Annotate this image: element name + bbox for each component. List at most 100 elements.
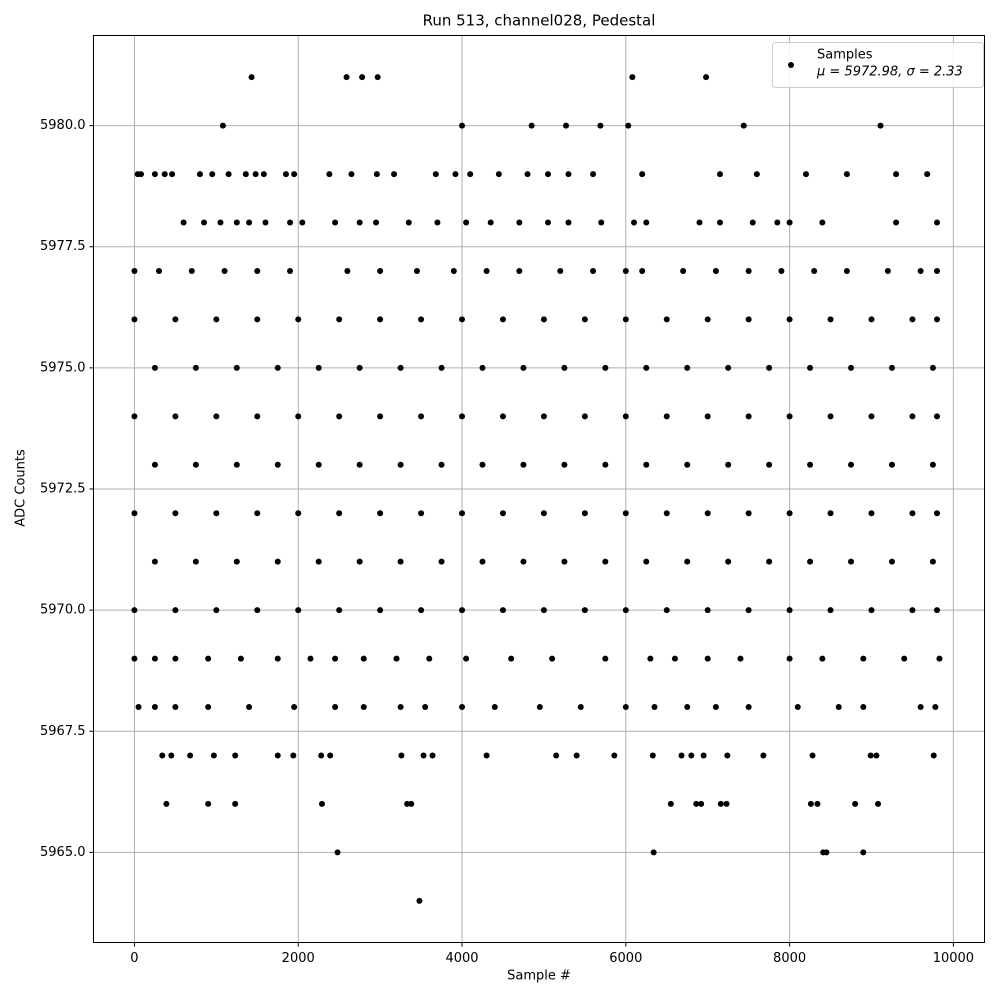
point — [622, 704, 629, 711]
point — [774, 219, 781, 226]
legend-stats: μ = 5972.98, σ = 2.33 — [816, 65, 963, 80]
point — [416, 897, 423, 904]
point — [848, 461, 855, 468]
point — [391, 171, 398, 178]
point — [210, 752, 217, 759]
point — [438, 364, 445, 371]
y-axis-label: ADC Counts — [14, 449, 29, 527]
point — [405, 219, 412, 226]
point — [934, 219, 941, 226]
point — [725, 461, 732, 468]
point — [168, 752, 175, 759]
point — [156, 267, 163, 274]
point — [360, 655, 367, 662]
point — [397, 461, 404, 468]
point — [452, 171, 459, 178]
point — [343, 74, 350, 81]
point — [274, 461, 281, 468]
point — [359, 74, 366, 81]
point — [745, 413, 752, 420]
point — [418, 316, 425, 323]
point — [131, 607, 138, 614]
point — [848, 558, 855, 565]
point — [434, 219, 441, 226]
point — [307, 655, 314, 662]
point — [819, 219, 826, 226]
point — [590, 267, 597, 274]
point — [479, 364, 486, 371]
point — [875, 800, 882, 807]
point — [233, 558, 240, 565]
point — [205, 655, 212, 662]
point — [287, 267, 294, 274]
point — [159, 752, 166, 759]
point — [573, 752, 580, 759]
point — [934, 316, 941, 323]
x-axis-label: Sample # — [507, 969, 571, 984]
point — [377, 316, 384, 323]
point — [717, 800, 724, 807]
point — [459, 316, 466, 323]
point — [491, 704, 498, 711]
point — [700, 752, 707, 759]
point — [835, 704, 842, 711]
point — [225, 171, 232, 178]
point — [336, 316, 343, 323]
point — [602, 655, 609, 662]
point — [745, 607, 752, 614]
point — [688, 752, 695, 759]
point — [868, 413, 875, 420]
point — [483, 752, 490, 759]
point — [520, 364, 527, 371]
point — [749, 219, 756, 226]
point — [873, 752, 880, 759]
point — [295, 316, 302, 323]
point — [426, 655, 433, 662]
point — [131, 267, 138, 274]
point — [848, 364, 855, 371]
point — [422, 704, 429, 711]
point — [418, 510, 425, 517]
point — [684, 558, 691, 565]
point — [479, 461, 486, 468]
point — [807, 558, 814, 565]
point — [827, 607, 834, 614]
point — [868, 510, 875, 517]
point — [299, 219, 306, 226]
point — [651, 704, 658, 711]
point — [860, 655, 867, 662]
point — [429, 752, 436, 759]
point — [282, 171, 289, 178]
point — [909, 510, 916, 517]
point — [420, 752, 427, 759]
point — [356, 558, 363, 565]
point — [463, 219, 470, 226]
point — [909, 413, 916, 420]
point — [237, 655, 244, 662]
point — [334, 849, 341, 856]
point — [217, 219, 224, 226]
point — [745, 510, 752, 517]
point — [745, 704, 752, 711]
points — [131, 74, 943, 904]
point — [888, 558, 895, 565]
point — [930, 752, 937, 759]
point — [786, 607, 793, 614]
point — [536, 704, 543, 711]
point — [508, 655, 515, 662]
point — [188, 267, 195, 274]
point — [693, 800, 700, 807]
point — [667, 800, 674, 807]
point — [827, 510, 834, 517]
point — [315, 364, 322, 371]
point — [901, 655, 908, 662]
point — [131, 510, 138, 517]
point — [344, 267, 351, 274]
point — [205, 800, 212, 807]
point — [151, 655, 158, 662]
point — [332, 219, 339, 226]
point — [625, 122, 632, 129]
x-tick-label: 10000 — [933, 951, 974, 966]
